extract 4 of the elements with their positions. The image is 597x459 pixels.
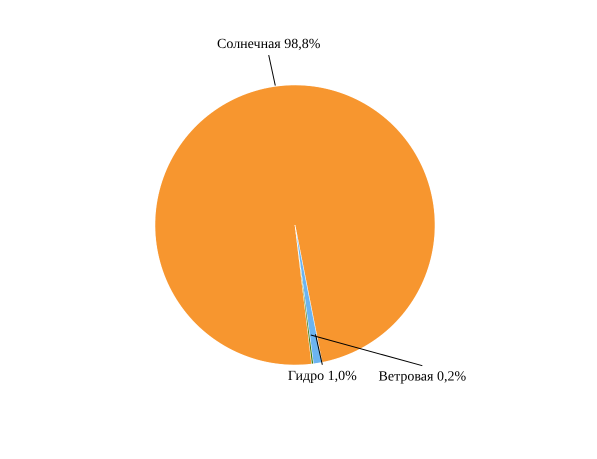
slice-label: Гидро 1,0% bbox=[288, 368, 358, 384]
slice-label: Ветровая 0,2% bbox=[378, 370, 466, 385]
pie-slice bbox=[154, 84, 436, 366]
slice-label: Солнечная 98,8% bbox=[217, 37, 321, 52]
